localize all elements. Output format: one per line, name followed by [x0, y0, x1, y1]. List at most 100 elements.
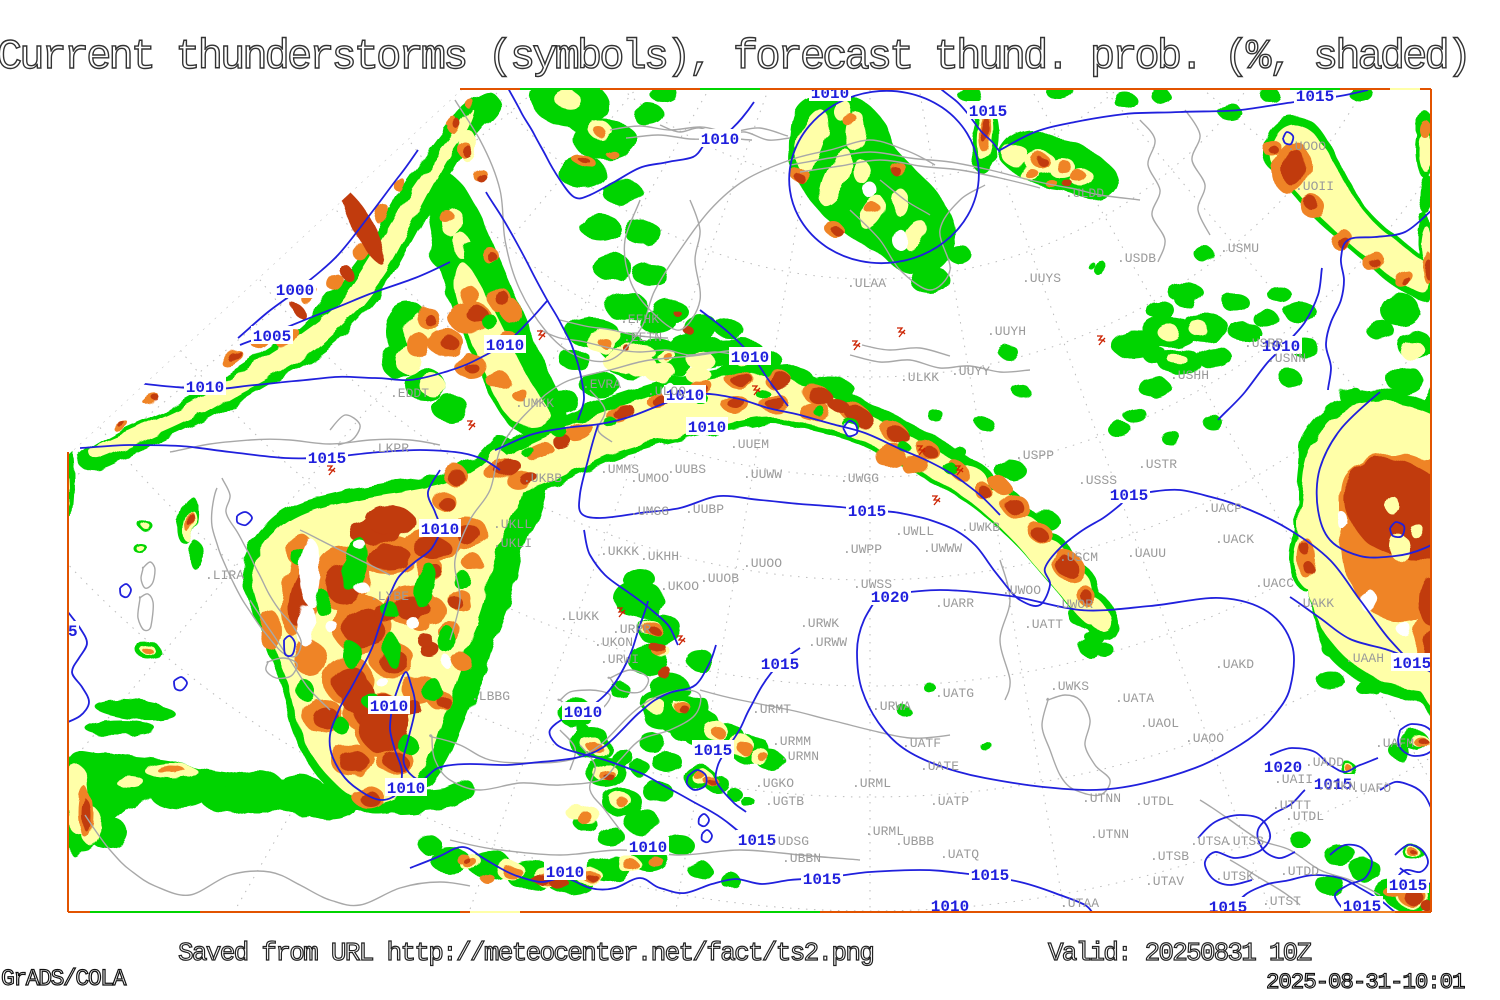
svg-text:.ULAA: .ULAA: [847, 276, 886, 291]
svg-text:1010: 1010: [666, 387, 704, 405]
svg-text:.USTR: .USTR: [1138, 457, 1177, 472]
svg-text:.URWI: .URWI: [600, 652, 639, 667]
svg-text:.UTDL: .UTDL: [1135, 794, 1174, 809]
svg-text:1015: 1015: [1296, 88, 1334, 106]
svg-text:1005: 1005: [253, 328, 291, 346]
svg-text:.UUEM: .UUEM: [730, 437, 769, 452]
svg-text:.UWPP: .UWPP: [843, 542, 882, 557]
svg-text:.UUWW: .UUWW: [743, 467, 782, 482]
svg-text:.UACP: .UACP: [1203, 501, 1242, 516]
svg-text:.UTSK: .UTSK: [1215, 869, 1254, 884]
svg-text:.UWOO: .UWOO: [1002, 583, 1041, 598]
svg-text:1010: 1010: [370, 698, 408, 716]
svg-text:1010: 1010: [931, 898, 969, 916]
svg-text:.UUOB: .UUOB: [700, 571, 739, 586]
svg-text:.UKOO: .UKOO: [660, 579, 699, 594]
svg-text:1015: 1015: [308, 450, 346, 468]
svg-text:.UWKB: .UWKB: [961, 520, 1000, 535]
svg-text:.URMM: .URMM: [772, 734, 811, 749]
svg-text:.URMT: .URMT: [752, 702, 791, 717]
svg-text:1015: 1015: [1343, 898, 1381, 916]
svg-text:.USCM: .USCM: [1059, 550, 1098, 565]
svg-text:15: 15: [58, 623, 77, 641]
svg-text:.UBBN: .UBBN: [782, 851, 821, 866]
svg-text:.UKLI: .UKLI: [493, 536, 532, 551]
svg-text:1015: 1015: [969, 103, 1007, 121]
svg-text:.URWK: .URWK: [800, 616, 839, 631]
svg-text:.URRR: .URRR: [612, 622, 651, 637]
svg-text:.UWKS: .UWKS: [1050, 679, 1089, 694]
svg-text:.UATP: .UATP: [930, 794, 969, 809]
svg-text:.UWOR: .UWOR: [1054, 597, 1093, 612]
svg-text:.UKHH: .UKHH: [640, 549, 679, 564]
svg-text:.UUYY: .UUYY: [951, 364, 990, 379]
svg-text:.LYBE: .LYBE: [370, 589, 409, 604]
svg-text:.LIRA: .LIRA: [205, 568, 244, 583]
svg-text:.UMOO: .UMOO: [630, 471, 669, 486]
svg-text:.UARR: .UARR: [935, 596, 974, 611]
svg-text:.UATA: .UATA: [1115, 691, 1154, 706]
svg-text:.UAAH: .UAAH: [1345, 651, 1384, 666]
svg-text:1010: 1010: [186, 379, 224, 397]
svg-text:.UATG: .UATG: [935, 686, 974, 701]
svg-text:.URWA: .URWA: [872, 699, 911, 714]
svg-text:.LUKK: .LUKK: [560, 609, 599, 624]
svg-text:1010: 1010: [546, 864, 584, 882]
svg-text:.UAUU: .UAUU: [1127, 546, 1166, 561]
svg-text:.ULOQ: .ULOQ: [647, 384, 686, 399]
svg-text:.USNN: .USNN: [1267, 351, 1306, 366]
svg-text:.USDB: .USDB: [1117, 251, 1156, 266]
svg-text:1010: 1010: [811, 85, 849, 103]
svg-text:.UWSS: .UWSS: [853, 577, 892, 592]
svg-text:.UAII: .UAII: [1274, 772, 1313, 787]
svg-text:1015: 1015: [694, 742, 732, 760]
svg-text:1020: 1020: [1264, 759, 1302, 777]
svg-text:1010: 1010: [486, 337, 524, 355]
svg-text:.UTNN: .UTNN: [1090, 827, 1129, 842]
svg-text:.UGKO: .UGKO: [755, 776, 794, 791]
svg-text:1010: 1010: [564, 704, 602, 722]
svg-text:.USRR: .USRR: [1244, 336, 1283, 351]
svg-text:1015: 1015: [1209, 899, 1247, 917]
svg-text:1010: 1010: [731, 349, 769, 367]
svg-text:.UUYH: .UUYH: [987, 324, 1026, 339]
svg-text:.LKPR: .LKPR: [370, 441, 409, 456]
svg-text:.UGTB: .UGTB: [765, 794, 804, 809]
svg-text:1010: 1010: [688, 419, 726, 437]
svg-text:.UADD: .UADD: [1305, 755, 1344, 770]
svg-text:.UKON: .UKON: [594, 635, 633, 650]
svg-text:.USHH: .USHH: [1170, 368, 1209, 383]
svg-text:.UUBS: .UUBS: [667, 462, 706, 477]
svg-text:.UAKK: .UAKK: [1295, 596, 1334, 611]
svg-text:.ULKK: .ULKK: [900, 370, 939, 385]
svg-text:.UTSS: .UTSS: [1225, 834, 1264, 849]
svg-text:.UAFO: .UAFO: [1352, 781, 1391, 796]
svg-text:.UTST: .UTST: [1262, 894, 1301, 909]
svg-text:1015: 1015: [1110, 487, 1148, 505]
svg-text:.URWW: .URWW: [808, 635, 847, 650]
svg-text:.UWGG: .UWGG: [840, 471, 879, 486]
svg-text:.UAOO: .UAOO: [1185, 731, 1224, 746]
svg-text:.EETN: .EETN: [623, 330, 662, 345]
svg-text:.UOOO: .UOOO: [1287, 139, 1326, 154]
svg-text:.UTSA: .UTSA: [1190, 834, 1229, 849]
svg-text:.LBBG: .LBBG: [471, 689, 510, 704]
svg-text:.UATT: .UATT: [1024, 617, 1063, 632]
svg-text:1010: 1010: [1262, 338, 1300, 356]
svg-text:.UWWW: .UWWW: [923, 541, 962, 556]
svg-text:.UWLL: .UWLL: [895, 524, 934, 539]
svg-text:.UBBB: .UBBB: [895, 834, 934, 849]
svg-text:1000: 1000: [276, 282, 314, 300]
svg-text:1015: 1015: [761, 656, 799, 674]
svg-text:.URML: .URML: [865, 824, 904, 839]
svg-text:.UUOO: .UUOO: [743, 556, 782, 571]
svg-text:1015: 1015: [803, 871, 841, 889]
svg-text:.UUBP: .UUBP: [685, 502, 724, 517]
svg-text:.UTAV: .UTAV: [1145, 874, 1184, 889]
svg-text:1015: 1015: [738, 832, 776, 850]
svg-text:.UKLL: .UKLL: [493, 517, 532, 532]
svg-text:.UTAA: .UTAA: [1060, 896, 1099, 911]
svg-text:1015: 1015: [1393, 655, 1431, 673]
svg-text:.UDSG: .UDSG: [770, 834, 809, 849]
svg-text:.ULDD: .ULDD: [1065, 186, 1104, 201]
